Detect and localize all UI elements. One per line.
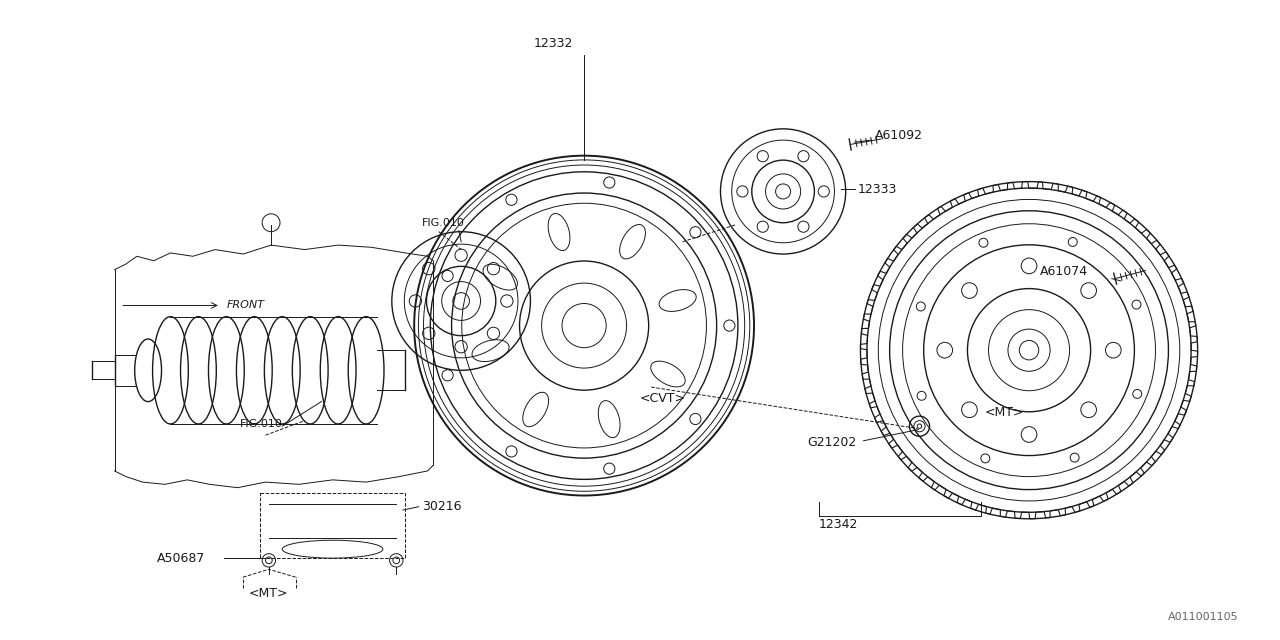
Text: <MT>: <MT> xyxy=(984,406,1024,419)
Text: 12332: 12332 xyxy=(534,37,573,51)
Text: A61074: A61074 xyxy=(1041,266,1088,278)
Text: A50687: A50687 xyxy=(157,552,205,564)
Text: G21202: G21202 xyxy=(808,436,856,449)
Text: <MT>: <MT> xyxy=(250,588,288,600)
Text: A011001105: A011001105 xyxy=(1167,612,1238,622)
Text: FIG.010: FIG.010 xyxy=(422,218,465,228)
Text: FIG.010: FIG.010 xyxy=(239,419,283,429)
Text: A61092: A61092 xyxy=(874,129,923,142)
Text: 30216: 30216 xyxy=(422,500,462,513)
Text: 12342: 12342 xyxy=(819,518,859,531)
Text: 12333: 12333 xyxy=(858,182,897,196)
Text: <CVT>: <CVT> xyxy=(640,392,686,404)
Text: FRONT: FRONT xyxy=(227,300,265,310)
